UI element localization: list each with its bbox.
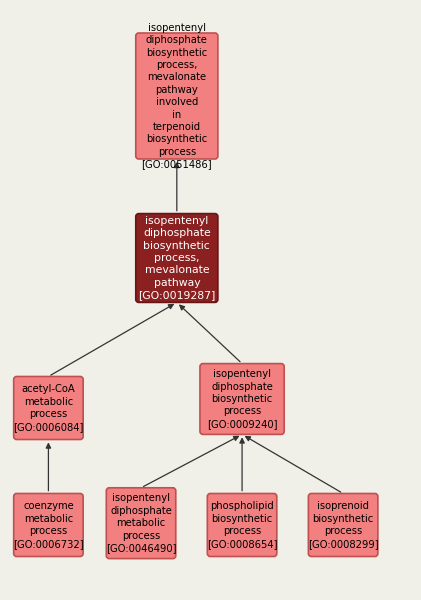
FancyBboxPatch shape (106, 488, 176, 559)
FancyBboxPatch shape (13, 377, 83, 439)
Text: isopentenyl
diphosphate
biosynthetic
process,
mevalonate
pathway
[GO:0019287]: isopentenyl diphosphate biosynthetic pro… (138, 216, 216, 300)
FancyBboxPatch shape (136, 214, 218, 302)
Text: phospholipid
biosynthetic
process
[GO:0008654]: phospholipid biosynthetic process [GO:00… (207, 502, 277, 548)
FancyBboxPatch shape (308, 493, 378, 557)
Text: isopentenyl
diphosphate
biosynthetic
process,
mevalonate
pathway
involved
in
ter: isopentenyl diphosphate biosynthetic pro… (141, 23, 212, 169)
FancyBboxPatch shape (200, 364, 284, 434)
FancyBboxPatch shape (13, 493, 83, 557)
Text: isoprenoid
biosynthetic
process
[GO:0008299]: isoprenoid biosynthetic process [GO:0008… (308, 502, 378, 548)
Text: isopentenyl
diphosphate
metabolic
process
[GO:0046490]: isopentenyl diphosphate metabolic proces… (106, 493, 176, 553)
FancyBboxPatch shape (136, 33, 218, 159)
FancyBboxPatch shape (207, 493, 277, 557)
Text: isopentenyl
diphosphate
biosynthetic
process
[GO:0009240]: isopentenyl diphosphate biosynthetic pro… (207, 369, 277, 429)
Text: coenzyme
metabolic
process
[GO:0006732]: coenzyme metabolic process [GO:0006732] (13, 502, 84, 548)
Text: acetyl-CoA
metabolic
process
[GO:0006084]: acetyl-CoA metabolic process [GO:0006084… (13, 385, 84, 431)
